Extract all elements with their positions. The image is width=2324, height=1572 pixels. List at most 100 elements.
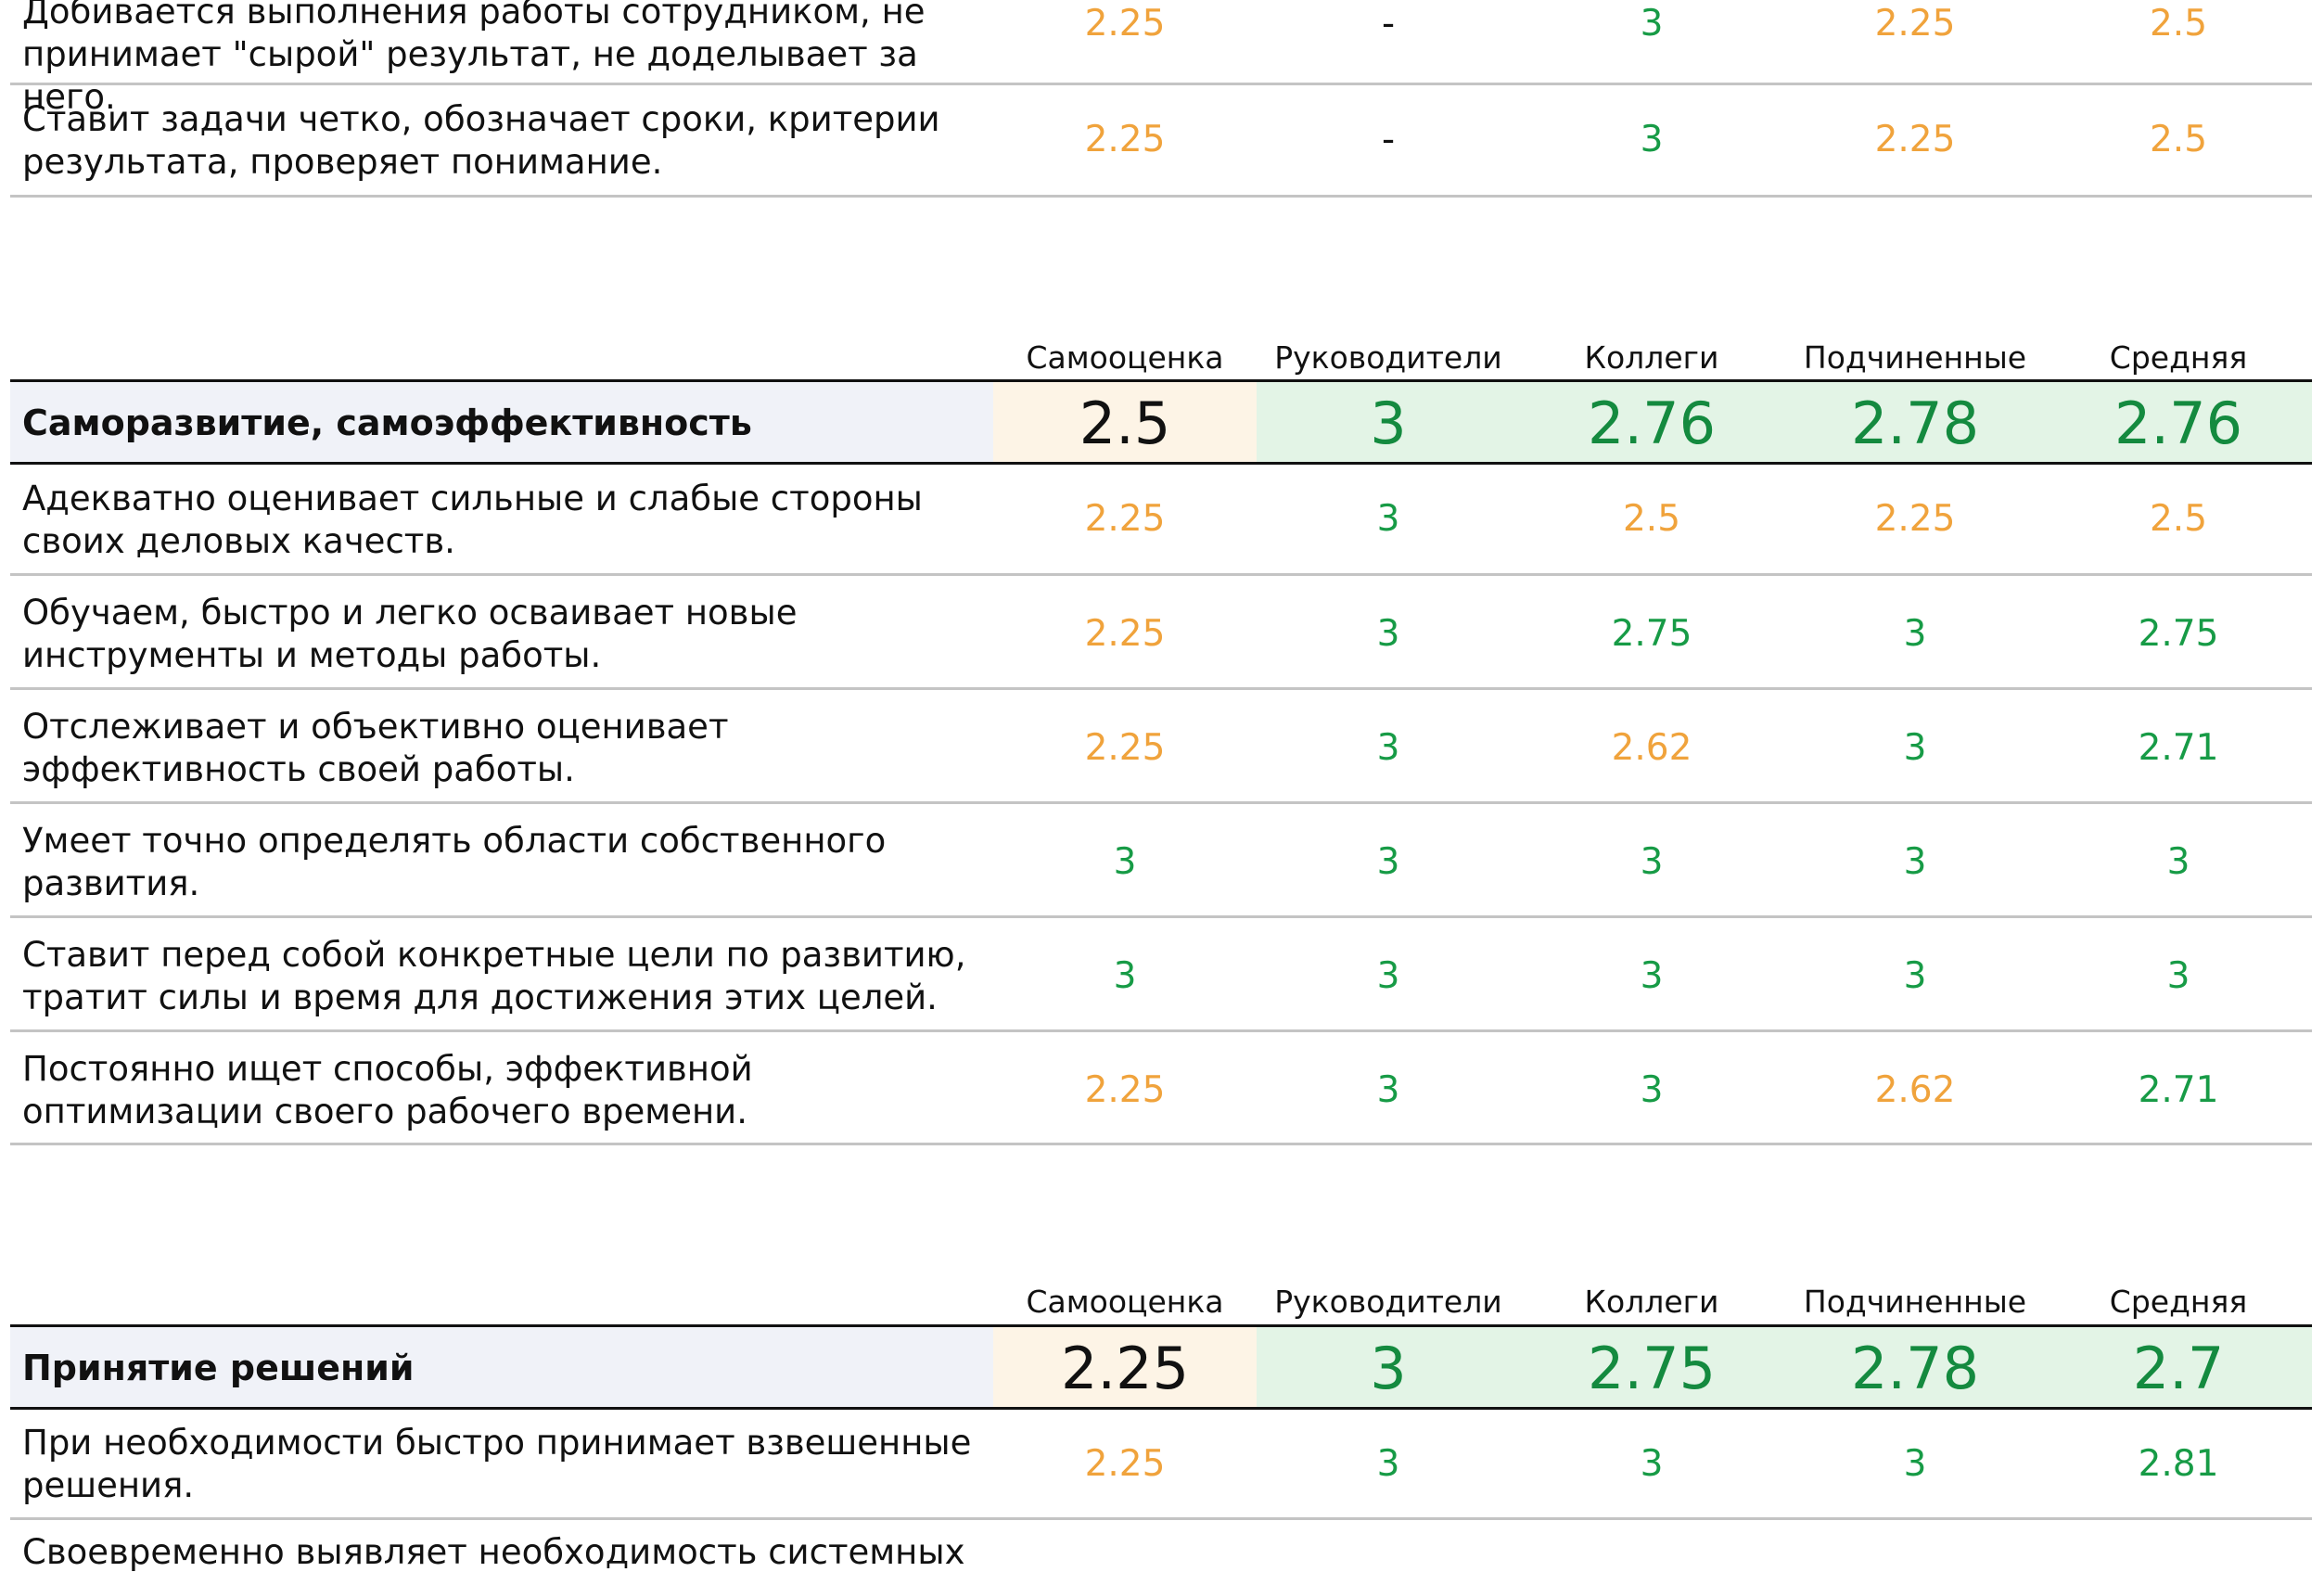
row-description: Обучаем, быстро и легко осваивает новые … bbox=[22, 593, 798, 675]
value-average: 2.81 bbox=[2138, 1443, 2219, 1485]
summary-subordinates: 2.78 bbox=[1850, 1335, 1980, 1402]
column-header-colleagues: Коллеги bbox=[1584, 1284, 1719, 1320]
summary-average: 2.7 bbox=[2132, 1335, 2225, 1402]
summary-self: 2.25 bbox=[1060, 1335, 1190, 1402]
column-header-self: Самооценка bbox=[1026, 1284, 1224, 1320]
row-description: Умеет точно определять области собственн… bbox=[22, 821, 887, 903]
row-description: Ставит перед собой конкретные цели по ра… bbox=[22, 935, 966, 1017]
summary-average: 2.76 bbox=[2113, 390, 2243, 457]
value-subordinates: 3 bbox=[1903, 1443, 1927, 1485]
value-average: 2.75 bbox=[2138, 613, 2219, 655]
table-row: Постоянно ищет способы, эффективной опти… bbox=[10, 1032, 2312, 1145]
table-row: При необходимости быстро принимает взвеш… bbox=[10, 1410, 2312, 1521]
column-header-average: Средняя bbox=[2109, 1284, 2248, 1320]
value-subordinates: 2.25 bbox=[1874, 119, 1956, 160]
column-header-managers: Руководители bbox=[1274, 1284, 1502, 1320]
column-header-colleagues: Коллеги bbox=[1584, 339, 1719, 376]
value-self: 2.25 bbox=[1084, 119, 1166, 160]
row-description: Отслеживает и объективно оценивает эффек… bbox=[22, 707, 729, 789]
column-header-managers: Руководители bbox=[1274, 339, 1502, 376]
row-divider bbox=[10, 195, 2312, 198]
row-description: При необходимости быстро принимает взвеш… bbox=[22, 1423, 972, 1505]
value-average: 2.5 bbox=[2149, 498, 2208, 540]
value-managers: - bbox=[1381, 119, 1396, 160]
table-row: Обучаем, быстро и легко осваивает новые … bbox=[10, 576, 2312, 689]
row-description: Своевременно выявляет необходимость сист… bbox=[22, 1532, 965, 1572]
value-self: 3 bbox=[1113, 955, 1137, 997]
header-bottom-rule bbox=[10, 1407, 2312, 1410]
table-row: Ставит задачи четко, обозначает сроки, к… bbox=[10, 85, 2312, 197]
value-colleagues: 3 bbox=[1640, 841, 1664, 883]
value-self: 3 bbox=[1113, 841, 1137, 883]
value-average: 2.5 bbox=[2149, 119, 2208, 160]
table-row: Добивается выполнения работы сотрудником… bbox=[10, 0, 2312, 117]
table-row: Отслеживает и объективно оценивает эффек… bbox=[10, 690, 2312, 803]
header-top-rule bbox=[10, 379, 2312, 382]
row-divider bbox=[10, 83, 2312, 85]
value-self: 2.25 bbox=[1084, 613, 1166, 655]
value-subordinates: 3 bbox=[1903, 613, 1927, 655]
row-divider bbox=[10, 1517, 2312, 1520]
summary-subordinates: 2.78 bbox=[1850, 390, 1980, 457]
value-self: 2.25 bbox=[1084, 3, 1166, 45]
column-header-self: Самооценка bbox=[1026, 339, 1224, 376]
value-self: 2.25 bbox=[1084, 1069, 1166, 1111]
value-self: 2.25 bbox=[1084, 498, 1166, 540]
value-average: 2.5 bbox=[2149, 3, 2208, 45]
value-managers: 3 bbox=[1376, 1069, 1400, 1111]
value-managers: 3 bbox=[1376, 841, 1400, 883]
row-divider bbox=[10, 801, 2312, 804]
table-row: Ставит перед собой конкретные цели по ра… bbox=[10, 918, 2312, 1031]
summary-managers: 3 bbox=[1370, 1335, 1407, 1402]
value-managers: 3 bbox=[1376, 955, 1400, 997]
summary-colleagues: 2.75 bbox=[1587, 1335, 1717, 1402]
value-colleagues: 3 bbox=[1640, 1069, 1664, 1111]
value-colleagues: 2.62 bbox=[1611, 727, 1692, 769]
competency-title: Принятие решений bbox=[22, 1348, 415, 1388]
table-row: Своевременно выявляет необходимость сист… bbox=[10, 1520, 2312, 1572]
value-managers: 3 bbox=[1376, 1443, 1400, 1485]
value-subordinates: 3 bbox=[1903, 955, 1927, 997]
value-colleagues: 3 bbox=[1640, 955, 1664, 997]
value-colleagues: 3 bbox=[1640, 1443, 1664, 1485]
header-bottom-rule bbox=[10, 462, 2312, 465]
row-divider bbox=[10, 915, 2312, 918]
value-average: 2.71 bbox=[2138, 1069, 2219, 1111]
value-managers: 3 bbox=[1376, 613, 1400, 655]
value-managers: 3 bbox=[1376, 498, 1400, 540]
value-subordinates: 2.62 bbox=[1874, 1069, 1956, 1111]
competency-summary-row: Саморазвитие, самоэффективность 2.5 3 2.… bbox=[10, 382, 2312, 462]
summary-self: 2.5 bbox=[1079, 390, 1171, 457]
table-row: Адекватно оценивает сильные и слабые сто… bbox=[10, 465, 2312, 576]
value-average: 3 bbox=[2166, 841, 2190, 883]
competency-title: Саморазвитие, самоэффективность bbox=[22, 403, 752, 443]
value-self: 2.25 bbox=[1084, 727, 1166, 769]
value-managers: 3 bbox=[1376, 727, 1400, 769]
value-subordinates: 3 bbox=[1903, 841, 1927, 883]
row-divider bbox=[10, 687, 2312, 690]
value-subordinates: 3 bbox=[1903, 727, 1927, 769]
value-average: 2.71 bbox=[2138, 727, 2219, 769]
table-row: Умеет точно определять области собственн… bbox=[10, 804, 2312, 917]
row-description: Ставит задачи четко, обозначает сроки, к… bbox=[22, 99, 940, 182]
summary-colleagues: 2.76 bbox=[1587, 390, 1717, 457]
value-colleagues: 2.75 bbox=[1611, 613, 1692, 655]
value-colleagues: 2.5 bbox=[1622, 498, 1681, 540]
value-managers: - bbox=[1381, 3, 1396, 45]
row-divider bbox=[10, 573, 2312, 576]
summary-managers: 3 bbox=[1370, 390, 1407, 457]
row-description: Добивается выполнения работы сотрудником… bbox=[22, 0, 926, 117]
column-header-subordinates: Подчиненные bbox=[1803, 1284, 2027, 1320]
value-subordinates: 2.25 bbox=[1874, 3, 1956, 45]
row-description: Адекватно оценивает сильные и слабые сто… bbox=[22, 479, 923, 561]
competency-summary-row: Принятие решений 2.25 3 2.75 2.78 2.7 bbox=[10, 1327, 2312, 1407]
value-colleagues: 3 bbox=[1640, 119, 1664, 160]
column-header-average: Средняя bbox=[2109, 339, 2248, 376]
column-header-subordinates: Подчиненные bbox=[1803, 339, 2027, 376]
row-description: Постоянно ищет способы, эффективной опти… bbox=[22, 1049, 753, 1131]
row-divider bbox=[10, 1029, 2312, 1032]
value-subordinates: 2.25 bbox=[1874, 498, 1956, 540]
header-top-rule bbox=[10, 1324, 2312, 1327]
value-colleagues: 3 bbox=[1640, 3, 1664, 45]
row-divider bbox=[10, 1143, 2312, 1145]
